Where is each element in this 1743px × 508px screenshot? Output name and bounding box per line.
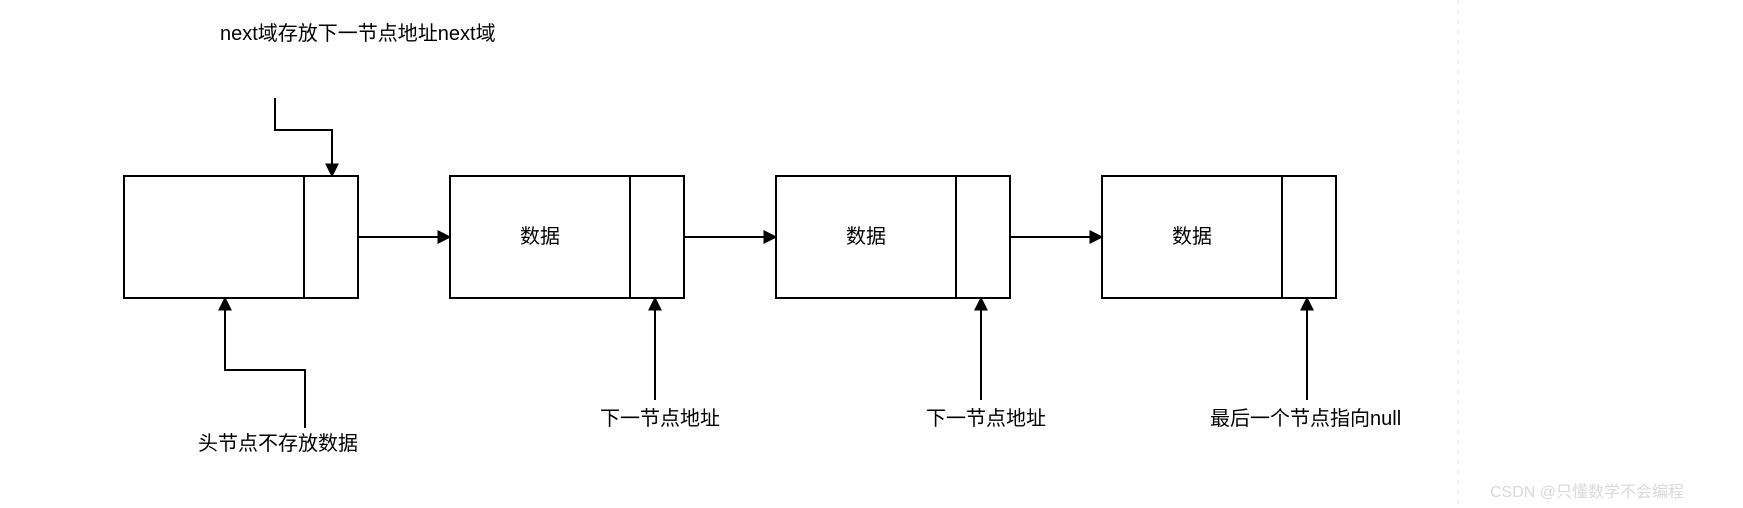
- annotation-label: 下一节点地址: [600, 407, 720, 430]
- linked-list-node: 数据: [776, 176, 1010, 298]
- linked-list-node: 数据: [1102, 176, 1336, 298]
- node-data-label: 数据: [846, 225, 886, 248]
- annotation: next域存放下一节点地址next域: [220, 22, 496, 176]
- annotation: 最后一个节点指向null: [1210, 298, 1401, 430]
- annotation: 头节点不存放数据: [198, 298, 358, 455]
- annotation-label: next域存放下一节点地址next域: [220, 22, 496, 45]
- annotation-label: 头节点不存放数据: [198, 432, 358, 455]
- linked-list-diagram: 数据 数据 数据 next域存放下一节点地址next域头节点不存放数据 下一节点地址 下一…: [0, 0, 1743, 508]
- linked-list-node: [124, 176, 358, 298]
- annotation-label: 最后一个节点指向null: [1210, 407, 1401, 430]
- annotation: 下一节点地址: [926, 298, 1046, 430]
- node-data-label: 数据: [1172, 225, 1212, 248]
- linked-list-node: 数据: [450, 176, 684, 298]
- watermark-text: CSDN @只懂数学不会编程: [1490, 478, 1684, 502]
- node-data-label: 数据: [520, 225, 560, 248]
- annotation-label: 下一节点地址: [926, 407, 1046, 430]
- annotation: 下一节点地址: [600, 298, 720, 430]
